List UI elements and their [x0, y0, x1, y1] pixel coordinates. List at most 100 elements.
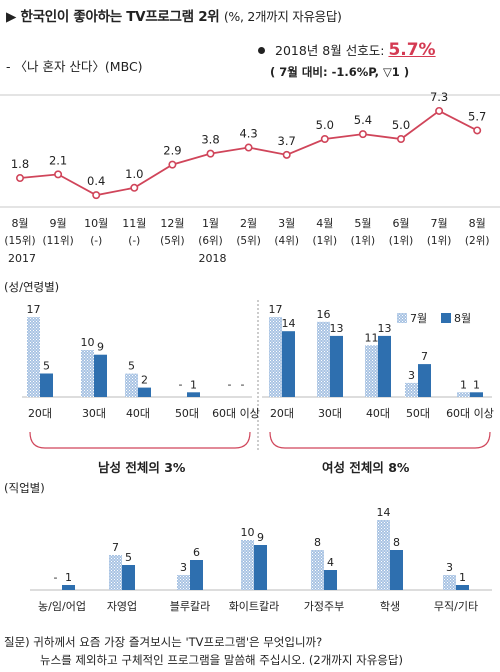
- data-label: 5.4: [354, 113, 372, 127]
- data-point: [435, 106, 444, 115]
- bar-value-label: 3: [446, 561, 453, 574]
- category-label: 20대: [28, 407, 52, 420]
- preference-change: ( 7월 대비: -1.6%P, ▽1 ): [270, 65, 410, 79]
- bar-july: [317, 321, 330, 397]
- data-point: [92, 191, 101, 200]
- data-point: [130, 183, 139, 192]
- category-label: 학생: [380, 600, 400, 613]
- year-label: 2018: [199, 252, 227, 265]
- rank-label: (11위): [42, 234, 73, 247]
- category-label: 농/임/어업: [38, 600, 86, 613]
- bar-value-label: 4: [327, 556, 334, 569]
- data-label: 1.8: [11, 157, 29, 171]
- bar-august: [94, 354, 107, 397]
- bar-value-label: 14: [377, 506, 391, 519]
- bar-value-label: 8: [393, 536, 400, 549]
- data-label: 7.3: [430, 90, 448, 104]
- bar-august: [138, 387, 151, 397]
- bar-value-label: 17: [27, 303, 41, 316]
- bar-august: [282, 331, 295, 397]
- data-point: [244, 143, 253, 152]
- data-point: [15, 174, 24, 183]
- preference-value: 5.7%: [388, 40, 436, 60]
- rank-label: (5위): [160, 234, 185, 247]
- bar-value-label: 9: [97, 341, 104, 354]
- category-label: 자영업: [107, 600, 137, 613]
- bar-august: [62, 585, 75, 590]
- bar-value-label: 14: [282, 317, 296, 330]
- bar-august: [187, 392, 200, 397]
- data-label: 4.3: [239, 127, 257, 141]
- bar-august: [324, 570, 337, 590]
- category-label: 가정주부: [304, 600, 344, 613]
- category-label: 50대: [175, 407, 199, 420]
- category-label: 30대: [318, 407, 342, 420]
- data-label: 5.0: [392, 118, 410, 132]
- bar-value-label: 7: [421, 350, 428, 363]
- bar-august: [390, 550, 403, 590]
- chart-title: ▶ 한국인이 좋아하는 TV프로그램 2위 (%, 2개까지 자유응답): [6, 5, 342, 25]
- x-tick-label: 8월: [11, 217, 28, 230]
- bar-value-label: 1: [190, 378, 197, 391]
- line-chart: 1.8 8월 (15위) 2.1 9월 (11위) 0.4 10월 (-) 1.0 11월 (-) 2.…: [4, 90, 489, 265]
- rank-label: (1위): [313, 234, 338, 247]
- bar-july: [365, 345, 378, 397]
- bar-august: [418, 364, 431, 397]
- rank-label: (5위): [236, 234, 261, 247]
- data-label: 3.7: [278, 134, 296, 148]
- bar-august: [190, 560, 203, 590]
- bar-july: [443, 575, 456, 590]
- data-label: 5.7: [468, 109, 486, 123]
- data-point: [396, 135, 405, 144]
- bar-value-label: 1: [459, 571, 466, 584]
- x-tick-label: 7월: [431, 217, 448, 230]
- group-label-female: 여성 전체의 8%: [322, 460, 410, 475]
- data-label: 3.8: [201, 133, 219, 147]
- x-tick-label: 2월: [240, 217, 257, 230]
- bar-value-label: 7: [112, 541, 119, 554]
- category-label: 40대: [126, 407, 150, 420]
- rank-label: (1위): [427, 234, 452, 247]
- bar-value-label: -: [54, 571, 58, 584]
- bar-value-label: 17: [269, 303, 283, 316]
- bar-value-label: 3: [408, 369, 415, 382]
- bar-value-label: 3: [180, 561, 187, 574]
- bar-value-label: -: [179, 378, 183, 391]
- bullet-icon: [258, 47, 265, 54]
- rank-label: (15위): [4, 234, 35, 247]
- bar-july: [457, 392, 470, 397]
- bar-july: [405, 382, 418, 397]
- data-point: [54, 170, 63, 179]
- rank-label: (6위): [198, 234, 223, 247]
- legend-swatch-august: [441, 313, 451, 323]
- x-tick-label: 1월: [202, 217, 219, 230]
- x-tick-label: 10월: [84, 217, 108, 230]
- x-tick-label: 11월: [122, 217, 146, 230]
- bar-value-label: 1: [65, 571, 72, 584]
- bar-value-label: 1: [473, 378, 480, 391]
- data-point: [206, 149, 215, 158]
- program-name: - 〈나 혼자 산다〉(MBC): [6, 59, 143, 74]
- rank-label: (-): [128, 235, 140, 247]
- bar-value-label: 1: [460, 378, 467, 391]
- x-tick-label: 4월: [316, 217, 333, 230]
- category-label: 60대 이상: [212, 407, 260, 420]
- category-label: 무직/기타: [434, 600, 478, 613]
- data-label: 2.1: [49, 153, 67, 167]
- survey-question: 질문) 귀하께서 요즘 가장 즐겨보시는 'TV프로그램'은 무엇입니까?: [4, 635, 323, 649]
- x-tick-label: 5월: [354, 217, 371, 230]
- data-point: [168, 160, 177, 169]
- bar-july: [81, 350, 94, 397]
- bar-august: [40, 373, 53, 397]
- rank-label: (1위): [389, 234, 414, 247]
- bar-value-label: 13: [378, 322, 392, 335]
- male-bracket: [29, 431, 251, 449]
- bar-value-label: 10: [241, 526, 255, 539]
- bar-july: [241, 540, 254, 590]
- bar-july: [311, 550, 324, 590]
- bar-value-label: 11: [365, 331, 379, 344]
- bar-august: [122, 565, 135, 590]
- category-label: 20대: [270, 407, 294, 420]
- x-tick-label: 6월: [392, 217, 409, 230]
